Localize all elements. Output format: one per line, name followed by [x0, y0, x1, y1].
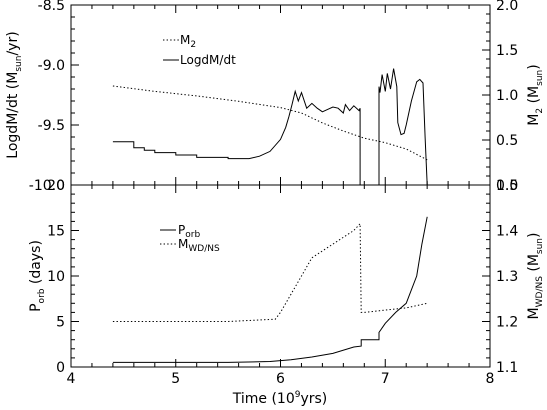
- top-y2label: M2 (Msun): [526, 64, 545, 125]
- top-y2tick-label: 0.5: [496, 133, 518, 149]
- bottom-panel-frame: [70, 184, 491, 368]
- bottom-ytick-label: 5: [56, 315, 65, 331]
- bottom-ytick-label: 15: [47, 224, 65, 240]
- bottom-y2tick-label: 1.4: [496, 224, 518, 240]
- bottom-xtick-label: 8: [486, 371, 495, 387]
- chart-marks: -10.0 -9.5 -9.0 -8.5 0.0 0.5 1.0 1.5 2.0 4 5 6 7 8 0 5 1…: [29, 0, 519, 387]
- top-panel-frame: [70, 4, 491, 186]
- top-y2tick-label: 1.0: [496, 88, 518, 104]
- bottom-ytick-label: 20: [47, 178, 65, 194]
- bottom-series-porb: [112, 216, 428, 363]
- bottom-xtick-label: 7: [381, 371, 390, 387]
- bottom-ytick-label: 0: [56, 360, 65, 376]
- top-y2tick-label: 0.0: [496, 178, 518, 194]
- top-y2tick-label: 2.0: [496, 0, 518, 14]
- legend-mwdns-label: MWD/NS: [178, 237, 220, 254]
- top-y2tick-label: 1.5: [496, 43, 518, 59]
- bottom-y2tick-label: 1.2: [496, 315, 518, 331]
- top-ytick-label: -10.0: [29, 178, 65, 194]
- bottom-ytick-label: 10: [47, 269, 65, 285]
- bottom-ylabel: Porb (days): [28, 240, 47, 312]
- bottom-y2label: MWD/NS (Msun): [526, 233, 545, 320]
- legend-porb-label: Porb: [178, 223, 200, 240]
- legend-m2-label: M2: [180, 33, 196, 50]
- bottom-y2tick-label: 1.1: [496, 360, 518, 376]
- bottom-xtick-label: 5: [171, 371, 180, 387]
- bottom-legend: Porb MWD/NS: [160, 223, 220, 254]
- bottom-xtick-label: 4: [67, 371, 76, 387]
- top-series-logdm-dt: [112, 68, 428, 186]
- bottom-y2tick-label: 1.3: [496, 269, 518, 285]
- bottom-y2tick-label: 1.5: [496, 178, 518, 194]
- top-ylabel: LogdM/dt (Msun/yr): [5, 31, 24, 158]
- top-legend: M2 LogdM/dt: [163, 33, 236, 67]
- top-ytick-label: -9.5: [38, 118, 65, 134]
- top-ytick-label: -9.0: [38, 58, 65, 74]
- legend-logdmdt-label: LogdM/dt: [180, 53, 236, 67]
- bottom-xtick-label: 6: [276, 371, 285, 387]
- bottom-xlabel: Time (109yrs): [232, 390, 328, 407]
- bottom-series-mwd-ns: [112, 222, 428, 322]
- top-series-m2: [112, 85, 428, 161]
- top-ytick-label: -8.5: [38, 0, 65, 14]
